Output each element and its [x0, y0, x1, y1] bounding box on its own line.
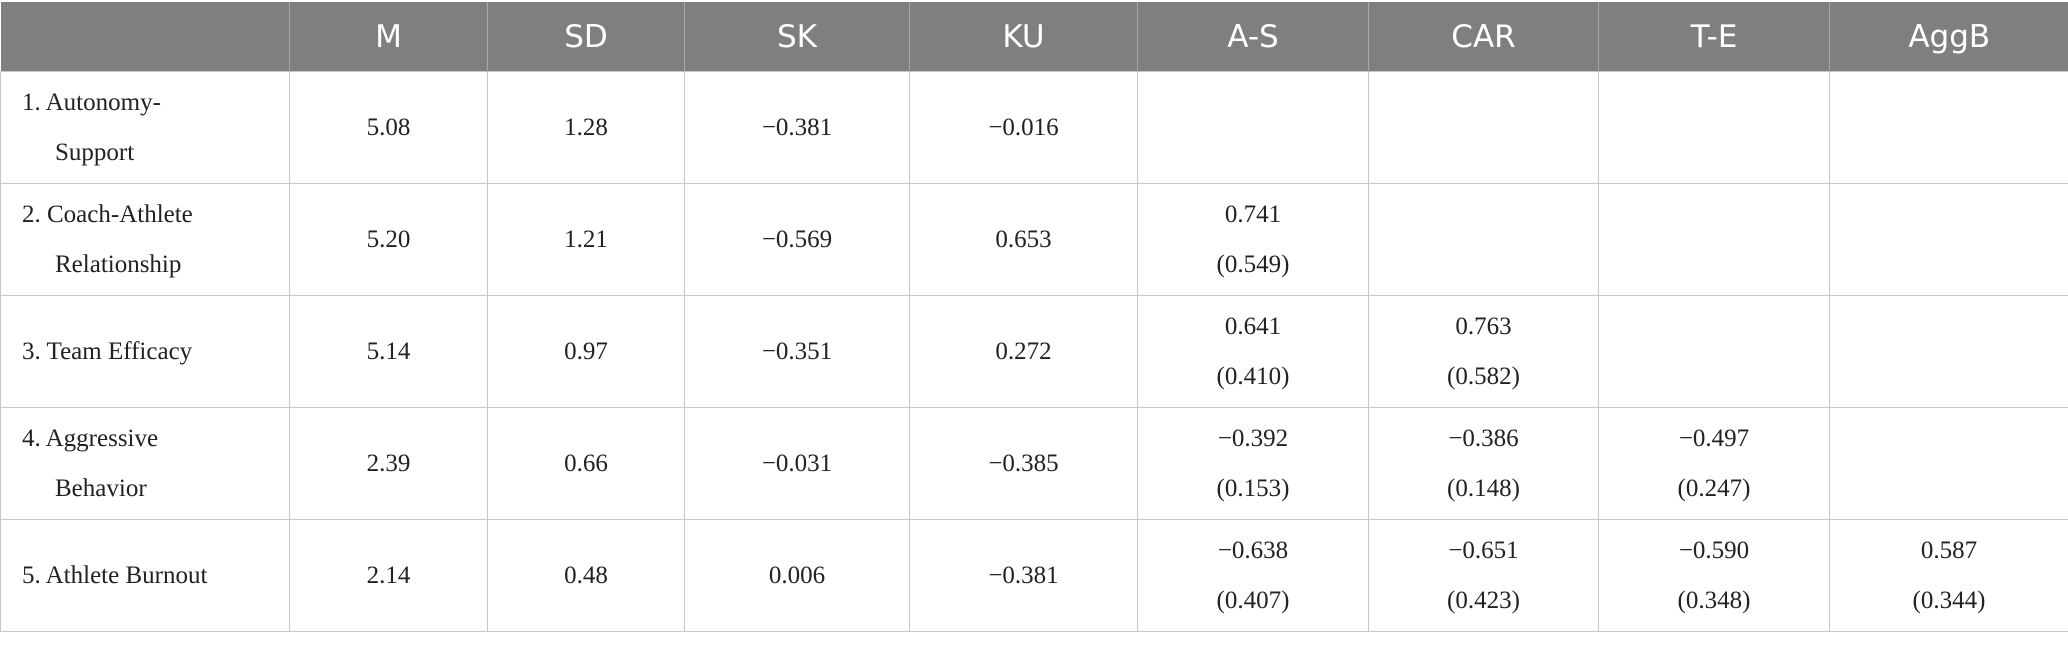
cell-te: [1598, 295, 1830, 408]
cell-as: −0.638 (0.407): [1137, 519, 1369, 632]
cell-ku: −0.381: [909, 519, 1138, 632]
row-label-line1: 5. Athlete Burnout: [22, 561, 208, 589]
cell-ku: 0.653: [909, 183, 1138, 296]
table-row: 2. Coach-Athlete Relationship 5.20 1.21 …: [0, 183, 2068, 296]
cell-sd: 0.48: [487, 519, 685, 632]
cell-te: [1598, 183, 1830, 296]
correlation-table: M SD SK KU A-S CAR T-E AggB 1. Autonomy-…: [0, 2, 2068, 632]
cell-sk: 0.006: [684, 519, 910, 632]
cell-as-sub: (0.153): [1216, 474, 1290, 502]
cell-sd: 0.97: [487, 295, 685, 408]
cell-te: −0.590 (0.348): [1598, 519, 1830, 632]
cell-m: 5.14: [289, 295, 488, 408]
header-cell-label: [0, 2, 290, 72]
cell-car-sub: (0.582): [1447, 362, 1520, 390]
cell-car: 0.763 (0.582): [1368, 295, 1599, 408]
cell-te-sub: (0.247): [1677, 474, 1751, 502]
cell-as-value: −0.638: [1217, 536, 1289, 564]
cell-m: 5.08: [289, 71, 488, 184]
cell-car: −0.651 (0.423): [1368, 519, 1599, 632]
cell-sd: 1.28: [487, 71, 685, 184]
row-label-line1: 3. Team Efficacy: [22, 337, 193, 365]
cell-sk: −0.351: [684, 295, 910, 408]
header-cell-m: M: [289, 2, 488, 72]
cell-car-sub: (0.423): [1447, 586, 1520, 614]
cell-sd: 1.21: [487, 183, 685, 296]
cell-as: [1137, 71, 1369, 184]
cell-as-value: −0.392: [1217, 424, 1289, 452]
cell-ku: −0.016: [909, 71, 1138, 184]
header-cell-as: A-S: [1137, 2, 1369, 72]
cell-m: 2.39: [289, 407, 488, 520]
cell-te-value: −0.497: [1678, 424, 1750, 452]
cell-m: 2.14: [289, 519, 488, 632]
row-label-line1: 2. Coach-Athlete: [22, 200, 193, 228]
cell-as-sub: (0.549): [1216, 250, 1290, 278]
cell-te-sub: (0.348): [1677, 586, 1751, 614]
table-row: 1. Autonomy- Support 5.08 1.28 −0.381 −0…: [0, 71, 2068, 184]
cell-aggb: [1829, 407, 2068, 520]
cell-as-sub: (0.407): [1216, 586, 1290, 614]
cell-aggb: [1829, 295, 2068, 408]
row-label-line2: Behavior: [55, 474, 147, 502]
row-label: 3. Team Efficacy: [0, 295, 290, 408]
row-label-line1: 4. Aggressive: [22, 424, 159, 452]
header-cell-aggb: AggB: [1829, 2, 2068, 72]
cell-car: −0.386 (0.148): [1368, 407, 1599, 520]
header-cell-ku: KU: [909, 2, 1138, 72]
cell-car-sub: (0.148): [1447, 474, 1520, 502]
cell-te-value: −0.590: [1678, 536, 1750, 564]
row-label: 1. Autonomy- Support: [0, 71, 290, 184]
header-cell-te: T-E: [1598, 2, 1830, 72]
cell-sk: −0.381: [684, 71, 910, 184]
table-row: 3. Team Efficacy 5.14 0.97 −0.351 0.272 …: [0, 295, 2068, 408]
cell-as: 0.641 (0.410): [1137, 295, 1369, 408]
cell-aggb: [1829, 183, 2068, 296]
cell-car-value: 0.763: [1455, 312, 1512, 340]
header-cell-car: CAR: [1368, 2, 1599, 72]
cell-ku: 0.272: [909, 295, 1138, 408]
header-row: M SD SK KU A-S CAR T-E AggB: [0, 2, 2068, 72]
cell-as-value: 0.641: [1224, 312, 1282, 340]
cell-as: −0.392 (0.153): [1137, 407, 1369, 520]
header-cell-sk: SK: [684, 2, 910, 72]
row-label-line2: Support: [55, 138, 135, 166]
row-label: 5. Athlete Burnout: [0, 519, 290, 632]
cell-sk: −0.031: [684, 407, 910, 520]
cell-m: 5.20: [289, 183, 488, 296]
cell-te: −0.497 (0.247): [1598, 407, 1830, 520]
cell-as-sub: (0.410): [1216, 362, 1290, 390]
cell-te: [1598, 71, 1830, 184]
cell-car-value: −0.386: [1448, 424, 1519, 452]
cell-as-value: 0.741: [1224, 200, 1282, 228]
row-label: 4. Aggressive Behavior: [0, 407, 290, 520]
cell-as: 0.741 (0.549): [1137, 183, 1369, 296]
cell-sk: −0.569: [684, 183, 910, 296]
cell-ku: −0.385: [909, 407, 1138, 520]
row-label-line2: Relationship: [55, 250, 182, 278]
cell-aggb-sub: (0.344): [1912, 586, 1986, 614]
row-label: 2. Coach-Athlete Relationship: [0, 183, 290, 296]
cell-aggb-value: 0.587: [1920, 536, 1978, 564]
table-row: 5. Athlete Burnout 2.14 0.48 0.006 −0.38…: [0, 519, 2068, 632]
cell-aggb: [1829, 71, 2068, 184]
cell-car: [1368, 71, 1599, 184]
cell-aggb: 0.587 (0.344): [1829, 519, 2068, 632]
cell-car-value: −0.651: [1448, 536, 1519, 564]
header-cell-sd: SD: [487, 2, 685, 72]
cell-car: [1368, 183, 1599, 296]
cell-sd: 0.66: [487, 407, 685, 520]
table-row: 4. Aggressive Behavior 2.39 0.66 −0.031 …: [0, 407, 2068, 520]
row-label-line1: 1. Autonomy-: [22, 88, 161, 116]
